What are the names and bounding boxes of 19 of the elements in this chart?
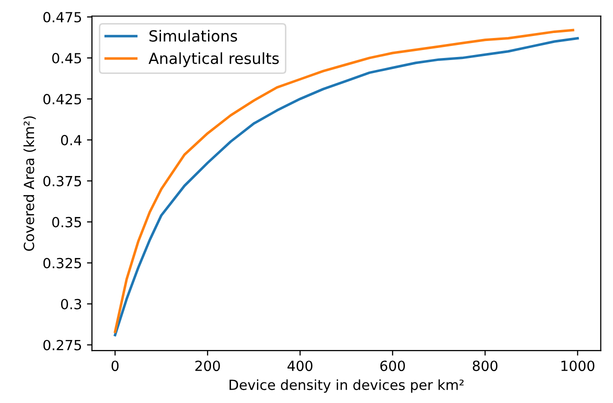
x-axis-title: Device density in devices per km² bbox=[230, 379, 464, 393]
y-tick-label: 0.275 bbox=[43, 340, 82, 350]
y-tick-label: 0.475 bbox=[43, 12, 82, 22]
y-tick-label: 0.325 bbox=[43, 258, 82, 268]
x-tick-label: 1000 bbox=[561, 360, 594, 372]
legend-label: Analytical results bbox=[148, 52, 279, 68]
y-tick-label: 0.425 bbox=[43, 94, 82, 104]
y-tick-label: 0.45 bbox=[52, 52, 82, 64]
y-tick-label: 0.35 bbox=[52, 216, 82, 228]
x-tick-label: 200 bbox=[195, 360, 220, 372]
y-axis-title: Covered Area (km²) bbox=[23, 116, 36, 251]
x-tick-label: 800 bbox=[472, 360, 498, 372]
x-tick-label: 600 bbox=[380, 360, 405, 372]
y-tick-label: 0.4 bbox=[61, 134, 82, 146]
x-tick-label: 0 bbox=[112, 360, 119, 372]
legend-label: Simulations bbox=[149, 30, 238, 42]
y-tick-label: 0.3 bbox=[61, 298, 82, 310]
y-tick-label: 0.375 bbox=[43, 176, 82, 186]
x-tick-label: 400 bbox=[288, 360, 312, 372]
